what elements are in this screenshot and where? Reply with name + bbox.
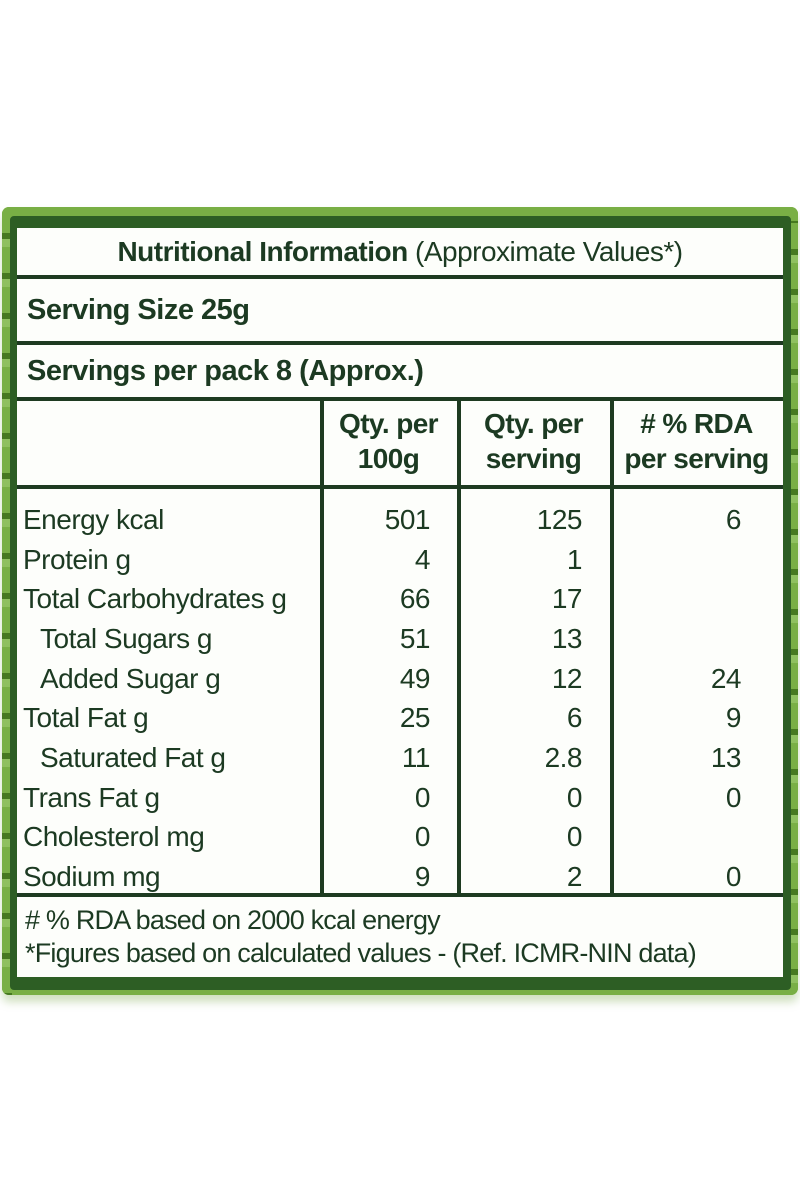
nutrient-name: Trans Fat g — [23, 781, 160, 813]
row-cholesterol: Cholesterol mg 0 0 — [17, 818, 783, 858]
row-trans-fat: Trans Fat g 0 0 0 — [17, 778, 783, 818]
qty-per-serving: 12 — [551, 662, 583, 694]
servings-per-pack-row: Servings per pack 8 (Approx.) — [17, 345, 783, 401]
qty-per-100g: 9 — [414, 861, 431, 893]
row-total-carbohydrates: Total Carbohydrates g 66 17 — [17, 579, 783, 619]
rda-per-serving — [610, 579, 783, 619]
qty-per-serving: 6 — [566, 702, 583, 734]
qty-per-serving: 0 — [566, 781, 583, 813]
nutrient-name: Energy kcal — [23, 503, 164, 535]
header-qty-100g-line2: 100g — [357, 443, 420, 474]
qty-per-serving: 2.8 — [544, 741, 583, 773]
rda-per-serving — [610, 540, 783, 580]
table-body: Energy kcal 501 125 6 Protein g 4 1 — [17, 489, 783, 897]
header-rda-line2: per serving — [624, 443, 769, 474]
row-saturated-fat: Saturated Fat g 11 2.8 13 — [17, 738, 783, 778]
label-sheet: Nutritional Information (Approximate Val… — [17, 228, 783, 977]
qty-per-100g: 0 — [414, 781, 431, 813]
column-divider-3 — [610, 401, 614, 897]
qty-per-100g: 501 — [384, 503, 431, 535]
qty-per-100g: 0 — [414, 821, 431, 853]
header-qty-100g-line1: Qty. per — [339, 408, 439, 439]
nutrient-name: Cholesterol mg — [23, 821, 205, 853]
nutrition-table: Qty. per 100g Qty. per serving # % RDA p… — [17, 401, 783, 897]
header-qty-per-serving: Qty. per serving — [457, 406, 610, 485]
rda-per-serving: 24 — [710, 662, 742, 694]
rda-per-serving: 6 — [725, 503, 742, 535]
bamboo-edge-left — [2, 207, 12, 995]
rda-per-serving — [610, 818, 783, 858]
row-energy: Energy kcal 501 125 6 — [17, 500, 783, 540]
header-qty-per-100g: Qty. per 100g — [320, 406, 457, 485]
row-protein: Protein g 4 1 — [17, 540, 783, 580]
nutrient-name: Added Sugar g — [40, 662, 221, 694]
qty-per-serving: 17 — [551, 583, 583, 615]
table-header-row: Qty. per 100g Qty. per serving # % RDA p… — [17, 401, 783, 489]
qty-per-serving: 2 — [566, 861, 583, 893]
label-title: Nutritional Information (Approximate Val… — [17, 228, 783, 279]
qty-per-100g: 66 — [399, 583, 431, 615]
footnote-figures: *Figures based on calculated values - (R… — [25, 938, 697, 968]
row-added-sugar: Added Sugar g 49 12 24 — [17, 659, 783, 699]
bamboo-edge-right — [790, 207, 798, 995]
qty-per-100g: 4 — [414, 543, 431, 575]
header-rda-per-serving: # % RDA per serving — [610, 406, 783, 485]
footnote-rda: # % RDA based on 2000 kcal energy — [25, 905, 441, 935]
rda-per-serving: 9 — [725, 702, 742, 734]
nutrient-name: Total Fat g — [23, 702, 149, 734]
footnotes: # % RDA based on 2000 kcal energy *Figur… — [17, 897, 783, 978]
header-rda-line1: # % RDA — [640, 408, 753, 439]
label-frame: Nutritional Information (Approximate Val… — [10, 216, 791, 990]
column-divider-1 — [320, 401, 324, 897]
rda-per-serving — [610, 619, 783, 659]
row-total-sugars: Total Sugars g 51 13 — [17, 619, 783, 659]
header-qty-serving-line2: serving — [485, 443, 582, 474]
rda-per-serving: 0 — [725, 861, 742, 893]
nutrient-name: Protein g — [23, 543, 131, 575]
nutrient-name: Total Sugars g — [40, 622, 213, 654]
serving-size-row: Serving Size 25g — [17, 279, 783, 345]
title-bold: Nutritional Information — [117, 236, 408, 267]
qty-per-serving: 1 — [566, 543, 583, 575]
qty-per-100g: 25 — [399, 702, 431, 734]
nutrient-name: Sodium mg — [23, 861, 161, 893]
header-qty-serving-line1: Qty. per — [484, 408, 584, 439]
nutrient-name: Saturated Fat g — [40, 741, 226, 773]
title-rest: (Approximate Values*) — [407, 236, 683, 267]
rda-per-serving: 13 — [710, 741, 742, 773]
qty-per-100g: 49 — [399, 662, 431, 694]
nutrition-label-panel: Nutritional Information (Approximate Val… — [2, 207, 798, 995]
row-sodium: Sodium mg 9 2 0 — [17, 857, 783, 897]
row-total-fat: Total Fat g 25 6 9 — [17, 698, 783, 738]
header-nutrient — [17, 406, 320, 485]
column-divider-2 — [457, 401, 461, 897]
qty-per-100g: 51 — [399, 622, 431, 654]
qty-per-serving: 125 — [536, 503, 583, 535]
qty-per-100g: 11 — [401, 741, 431, 773]
qty-per-serving: 13 — [551, 622, 583, 654]
rda-per-serving: 0 — [725, 781, 742, 813]
qty-per-serving: 0 — [566, 821, 583, 853]
nutrient-name: Total Carbohydrates g — [23, 583, 287, 615]
